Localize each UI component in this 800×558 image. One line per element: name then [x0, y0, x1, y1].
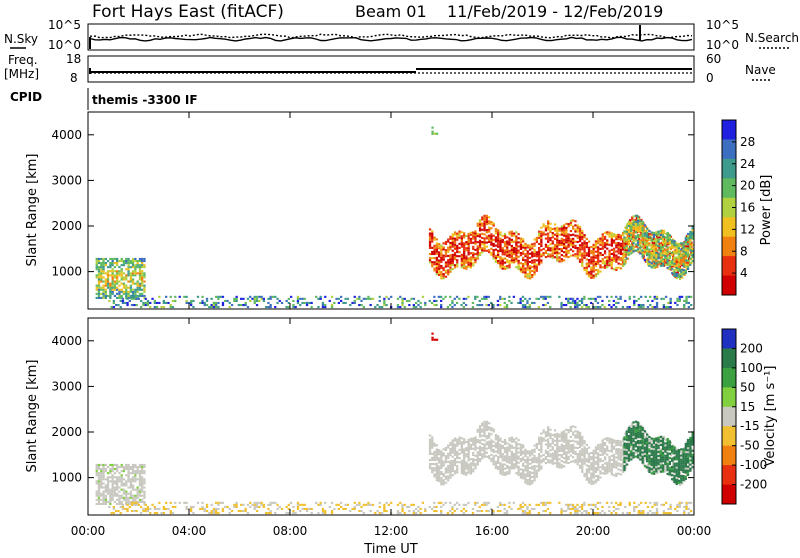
noise-right-tick-bottom: 10^0: [706, 38, 739, 52]
colorbar-swatch: [722, 159, 736, 179]
colorbar-tick-label: 4: [740, 266, 748, 280]
freq-panel: Freq. [MHz] 18 8 60 0 Nave: [4, 52, 776, 85]
colorbar-swatch: [722, 407, 736, 427]
y-tick-label: 4000: [51, 128, 82, 142]
cpid-label: CPID: [10, 90, 42, 104]
site-title: Fort Hays East (fitACF): [92, 2, 284, 22]
noise-search-line: [90, 34, 692, 38]
date-range: 11/Feb/2019 - 12/Feb/2019: [447, 2, 663, 21]
colorbar-tick-label: 16: [740, 201, 755, 215]
y-tick-label: 4000: [51, 334, 82, 348]
x-tick-label: 16:00: [475, 524, 510, 538]
colorbar-swatch: [722, 485, 736, 505]
power-echo-region-1: [108, 296, 692, 308]
y-tick-label: 1000: [51, 471, 82, 485]
beam-label: Beam 01: [355, 2, 427, 21]
y-tick-label: 2000: [51, 425, 82, 439]
colorbar-swatch: [722, 446, 736, 466]
velocity-echo-region-0: [96, 464, 146, 505]
freq-right-tick-bottom: 0: [706, 71, 714, 85]
colorbar-swatch: [722, 276, 736, 296]
colorbar-swatch: [722, 139, 736, 159]
y-tick-label: 2000: [51, 219, 82, 233]
colorbar-swatch: [722, 237, 736, 257]
colorbar-tick-label: 20: [740, 179, 755, 193]
x-tick-label: 12:00: [374, 524, 409, 538]
cpid-value: themis -3300 IF: [92, 93, 198, 107]
colorbar-tick-label: 15: [740, 400, 755, 414]
x-tick-label: 00:00: [71, 524, 106, 538]
power-echo-region-4: [623, 215, 694, 279]
x-tick-label: 04:00: [172, 524, 207, 538]
x-axis-label: Time UT: [363, 542, 417, 554]
power-colorbar: 28 24 20 16 12 8 4: [722, 120, 755, 296]
freq-right-tick-top: 60: [706, 52, 721, 66]
velocity-echo-region-4: [623, 421, 694, 485]
nsearch-label: N.Search: [745, 31, 799, 45]
noise-left-tick-top: 10^5: [48, 18, 81, 32]
x-tick-label: 08:00: [273, 524, 308, 538]
colorbar-tick-label: -200: [740, 478, 767, 492]
nsky-label: N.Sky: [4, 32, 38, 46]
noise-left-tick-bottom: 10^0: [48, 38, 81, 52]
power-echo-layer: [96, 127, 694, 309]
colorbar-swatch: [722, 178, 736, 198]
colorbar-tick-label: 8: [740, 244, 748, 258]
colorbar-swatch: [722, 387, 736, 407]
colorbar-tick-label: -50: [740, 439, 760, 453]
colorbar-tick-label: 12: [740, 222, 755, 236]
colorbar-tick-label: 50: [740, 380, 755, 394]
colorbar-swatch: [722, 426, 736, 446]
x-tick-label: 20:00: [576, 524, 611, 538]
velocity-ylabel: Slant Range [km]: [25, 360, 40, 473]
freq-left-tick-top: 18: [66, 52, 81, 66]
velocity-echo-region-1: [108, 502, 692, 514]
power-colorbar-label: Power [dB]: [759, 175, 774, 246]
colorbar-tick-label: 24: [740, 157, 755, 171]
freq-unit-label: [MHz]: [4, 67, 39, 81]
colorbar-swatch: [722, 348, 736, 368]
freq-left-tick-bottom: 8: [70, 71, 78, 85]
colorbar-swatch: [722, 465, 736, 485]
velocity-panel: 1000 2000 3000 4000 Slant Range [km] 200 100…: [25, 318, 778, 515]
x-tick-label: 00:00: [677, 524, 712, 538]
nave-label: Nave: [745, 63, 776, 77]
freq-label: Freq.: [8, 53, 38, 67]
noise-panel: N.Sky 10^5 10^0 10^5 10^0 N.Search: [4, 18, 799, 52]
power-panel: 1000 2000 3000 4000 Slant Range [km] 28 24 20…: [25, 112, 774, 309]
colorbar-swatch: [722, 329, 736, 349]
power-echo-region-3: [431, 127, 438, 135]
colorbar-swatch: [722, 368, 736, 388]
colorbar-tick-label: -15: [740, 419, 760, 433]
noise-sky-line: [90, 37, 692, 41]
colorbar-tick-label: 200: [740, 341, 763, 355]
y-tick-label: 3000: [51, 379, 82, 393]
colorbar-tick-label: 28: [740, 135, 755, 149]
y-tick-label: 1000: [51, 265, 82, 279]
colorbar-tick-label: 100: [740, 361, 763, 375]
noise-right-tick-top: 10^5: [706, 18, 739, 32]
velocity-echo-region-3: [431, 333, 438, 341]
velocity-colorbar-label: Velocity [m s⁻¹]: [763, 366, 778, 467]
colorbar-swatch: [722, 217, 736, 237]
y-tick-label: 3000: [51, 173, 82, 187]
velocity-echo-layer: [96, 333, 694, 514]
power-ylabel: Slant Range [km]: [25, 154, 40, 267]
power-echo-region-0: [96, 258, 146, 299]
colorbar-swatch: [722, 120, 736, 140]
